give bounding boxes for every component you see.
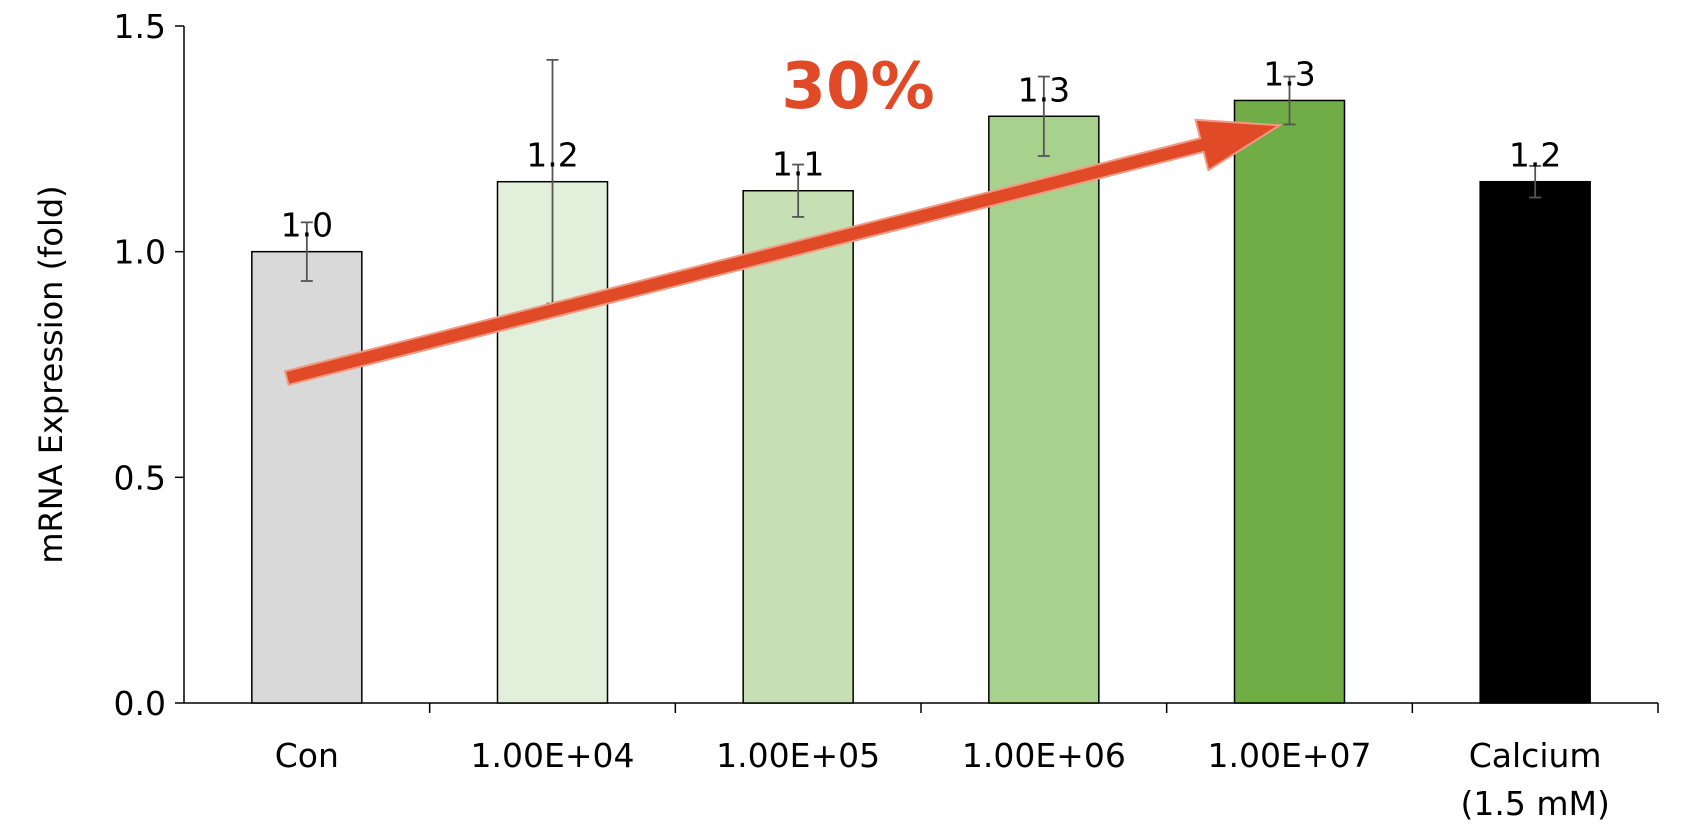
bar xyxy=(1479,180,1591,704)
y-tick-label: 1.5 xyxy=(114,7,166,46)
data-label: 1.2 xyxy=(1509,136,1561,175)
x-tick-label: Calcium xyxy=(1469,736,1602,775)
data-label: 1.0 xyxy=(281,206,333,245)
data-label: 1.1 xyxy=(772,145,824,184)
annotation-text: 30% xyxy=(781,50,934,124)
x-tick-label: 1.00E+07 xyxy=(1208,736,1372,775)
data-label: 1.3 xyxy=(1263,54,1315,93)
data-label: 1.3 xyxy=(1018,70,1070,109)
trend-arrow xyxy=(283,118,1283,387)
bar xyxy=(988,115,1100,704)
x-tick-label: 1.00E+04 xyxy=(471,736,635,775)
y-tick-label: 0.0 xyxy=(114,684,166,723)
bar xyxy=(251,250,363,704)
bar xyxy=(742,189,854,704)
bar xyxy=(1233,99,1346,704)
x-tick-label: 1.00E+05 xyxy=(716,736,880,775)
y-tick-label: 0.5 xyxy=(114,458,166,497)
x-tick-label: (1.5 mM) xyxy=(1460,784,1609,823)
x-tick-label: 1.00E+06 xyxy=(962,736,1126,775)
y-tick-label: 1.0 xyxy=(114,233,166,272)
data-label: 1.2 xyxy=(526,136,578,175)
x-tick-label: Con xyxy=(275,736,339,775)
y-axis-title: mRNA Expression (fold) xyxy=(32,185,70,563)
